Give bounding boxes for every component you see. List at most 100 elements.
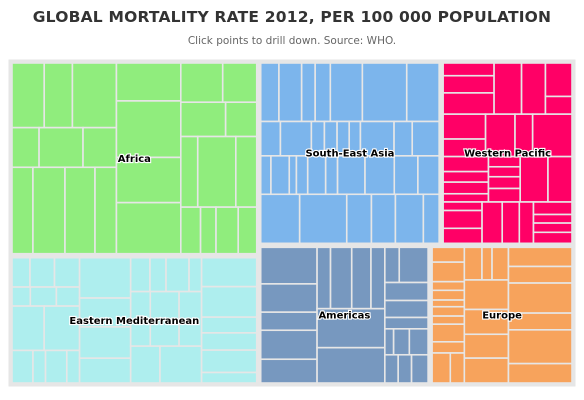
country-cell[interactable] <box>29 256 56 288</box>
country-cell[interactable] <box>43 305 81 352</box>
country-cell[interactable] <box>82 126 118 169</box>
country-cell[interactable] <box>129 256 151 293</box>
country-cell[interactable] <box>410 353 429 384</box>
country-cell[interactable] <box>398 246 429 284</box>
country-cell[interactable] <box>442 201 483 212</box>
country-cell[interactable] <box>481 246 493 281</box>
country-cell[interactable] <box>431 289 466 301</box>
country-cell[interactable] <box>199 206 217 255</box>
country-cell[interactable] <box>149 256 167 293</box>
region-eastern-mediterranean[interactable]: Eastern Mediterranean <box>8 254 261 387</box>
country-cell[interactable] <box>200 256 258 288</box>
country-cell[interactable] <box>411 120 440 157</box>
country-cell[interactable] <box>224 101 258 138</box>
country-cell[interactable] <box>316 307 386 349</box>
country-cell[interactable] <box>188 256 203 293</box>
country-cell[interactable] <box>11 286 32 307</box>
country-cell[interactable] <box>259 311 318 332</box>
country-cell[interactable] <box>442 62 495 77</box>
country-cell[interactable] <box>487 175 522 190</box>
country-cell[interactable] <box>55 286 81 307</box>
country-cell[interactable] <box>392 328 411 356</box>
country-cell[interactable] <box>507 246 573 268</box>
country-cell[interactable] <box>463 279 510 311</box>
country-cell[interactable] <box>65 349 81 384</box>
country-cell[interactable] <box>442 181 490 195</box>
country-cell[interactable] <box>115 100 182 159</box>
country-cell[interactable] <box>345 193 373 245</box>
country-cell[interactable] <box>115 201 182 255</box>
country-cell[interactable] <box>11 256 31 288</box>
country-cell[interactable] <box>532 213 573 224</box>
country-cell[interactable] <box>288 155 298 196</box>
country-cell[interactable] <box>200 371 258 384</box>
country-cell[interactable] <box>442 74 495 94</box>
country-cell[interactable] <box>324 155 339 196</box>
country-cell[interactable] <box>384 299 429 319</box>
region-western-pacific[interactable]: Western Pacific <box>439 59 576 247</box>
country-cell[interactable] <box>316 346 386 384</box>
country-cell[interactable] <box>43 62 74 129</box>
country-cell[interactable] <box>422 193 440 245</box>
country-cell[interactable] <box>507 282 573 314</box>
country-cell[interactable] <box>259 246 318 285</box>
country-cell[interactable] <box>481 201 504 245</box>
country-cell[interactable] <box>507 362 573 384</box>
country-cell[interactable] <box>11 166 34 255</box>
country-cell[interactable] <box>463 357 510 384</box>
country-cell[interactable] <box>463 246 483 281</box>
country-cell[interactable] <box>501 201 521 245</box>
country-cell[interactable] <box>295 155 309 196</box>
country-cell[interactable] <box>449 352 466 384</box>
country-cell[interactable] <box>408 328 429 356</box>
country-cell[interactable] <box>11 305 45 352</box>
country-cell[interactable] <box>32 166 66 255</box>
country-cell[interactable] <box>259 193 301 245</box>
country-cell[interactable] <box>370 246 386 310</box>
country-cell[interactable] <box>237 206 258 255</box>
country-cell[interactable] <box>394 193 425 245</box>
country-cell[interactable] <box>431 315 466 325</box>
country-cell[interactable] <box>179 101 227 138</box>
country-cell[interactable] <box>487 187 522 203</box>
country-cell[interactable] <box>44 349 68 384</box>
country-cell[interactable] <box>196 135 237 208</box>
country-cell[interactable] <box>431 246 466 263</box>
country-cell[interactable] <box>417 155 440 196</box>
country-cell[interactable] <box>518 201 535 245</box>
country-cell[interactable] <box>442 227 483 245</box>
country-cell[interactable] <box>442 170 490 183</box>
country-cell[interactable] <box>78 357 132 384</box>
country-cell[interactable] <box>544 62 573 98</box>
country-cell[interactable] <box>221 62 258 104</box>
country-cell[interactable] <box>397 353 413 384</box>
country-cell[interactable] <box>259 155 272 196</box>
country-cell[interactable] <box>405 62 440 123</box>
country-cell[interactable] <box>200 316 258 334</box>
country-cell[interactable] <box>179 135 199 208</box>
country-cell[interactable] <box>78 326 132 359</box>
country-cell[interactable] <box>442 92 495 115</box>
country-cell[interactable] <box>11 126 40 169</box>
country-cell[interactable] <box>11 62 46 129</box>
country-cell[interactable] <box>384 353 399 384</box>
country-cell[interactable] <box>431 323 466 343</box>
region-south-east-asia[interactable]: South-East Asia <box>257 59 443 247</box>
country-cell[interactable] <box>279 120 313 157</box>
country-cell[interactable] <box>259 120 282 157</box>
country-cell[interactable] <box>547 155 573 203</box>
country-cell[interactable] <box>94 166 118 255</box>
country-cell[interactable] <box>306 155 327 196</box>
country-cell[interactable] <box>532 231 573 245</box>
country-cell[interactable] <box>300 62 316 123</box>
country-cell[interactable] <box>129 345 161 384</box>
country-cell[interactable] <box>544 95 573 115</box>
country-cell[interactable] <box>350 246 372 310</box>
region-europe[interactable]: Europe <box>428 243 576 387</box>
country-cell[interactable] <box>384 316 429 330</box>
country-cell[interactable] <box>519 155 549 203</box>
country-cell[interactable] <box>484 113 516 158</box>
country-cell[interactable] <box>431 352 452 384</box>
country-cell[interactable] <box>200 285 258 318</box>
country-cell[interactable] <box>329 246 353 310</box>
